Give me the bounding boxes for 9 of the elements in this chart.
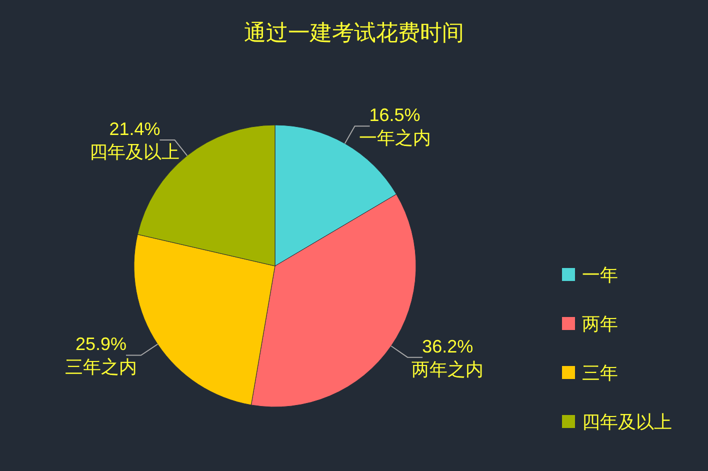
legend-label: 四年及以上 [582,412,672,432]
legend-label: 三年 [582,363,618,383]
legend-label: 一年 [582,265,618,285]
data-label: 25.9% 三年之内 [64,334,137,378]
data-label: 36.2% 两年之内 [412,336,484,380]
data-label: 16.5% 一年之内 [358,105,431,148]
chart-title: 通过一建考试花费时间 [244,20,464,45]
legend-label: 两年 [582,314,618,334]
data-label: 21.4% 四年及以上 [90,119,180,162]
